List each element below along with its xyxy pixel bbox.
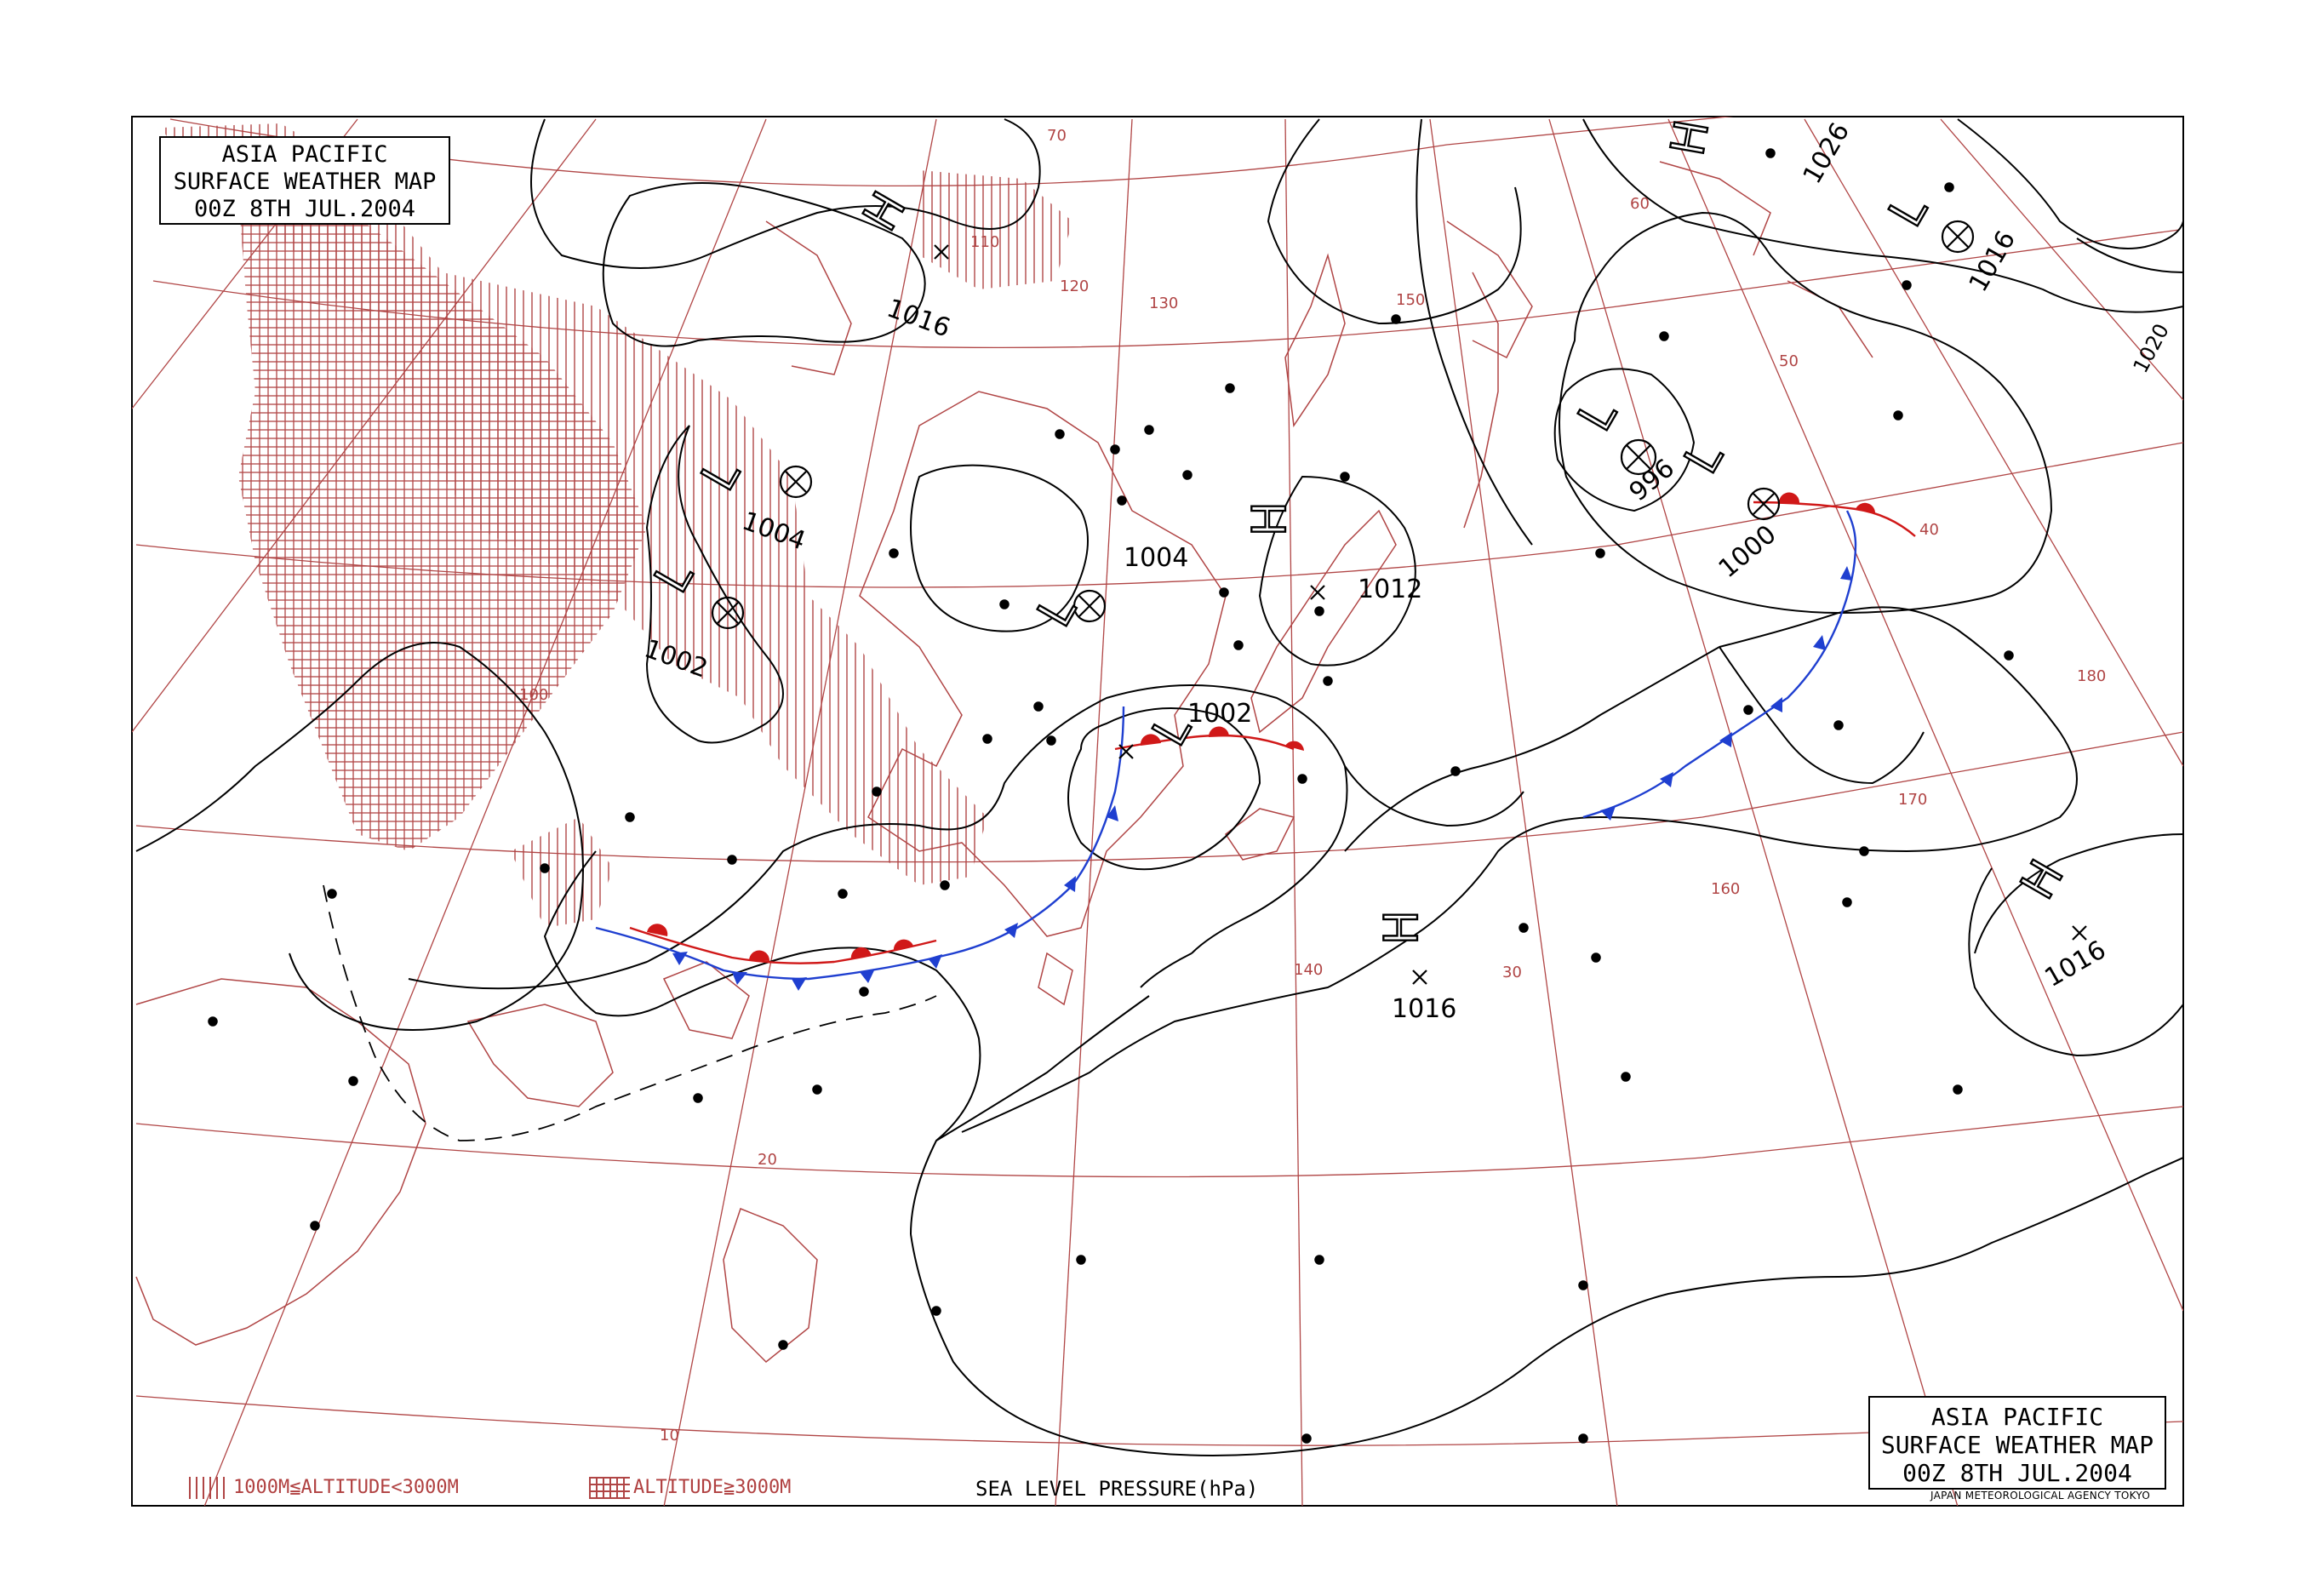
legend-terrain-low: 1000M≦ALTITUDE<3000M xyxy=(189,1477,459,1499)
lat-label: 50 xyxy=(1779,352,1799,370)
title-line-2: SURFACE WEATHER MAP xyxy=(173,168,437,195)
terrain-high-swatch xyxy=(589,1477,630,1499)
grid-labels: 70 60 50 40 30 20 10 100 110 120 130 140… xyxy=(519,127,2106,1444)
lat-label: 70 xyxy=(1047,127,1067,145)
high-pressure-marker: H xyxy=(1661,116,1719,159)
lat-label: 20 xyxy=(758,1151,777,1169)
legend-terrain-high: ALTITUDE≧3000M xyxy=(589,1477,791,1499)
pressure-value: 1002 xyxy=(1187,699,1252,729)
terrain-low-swatch xyxy=(189,1477,230,1499)
lat-label: 30 xyxy=(1502,964,1522,981)
lon-label: 170 xyxy=(1898,791,1927,809)
coastlines xyxy=(135,161,1873,1364)
lon-label: 120 xyxy=(1060,277,1089,295)
lon-label: 180 xyxy=(2077,667,2106,685)
isobars xyxy=(135,118,2183,1456)
title-line-3: 00Z 8TH JUL.2004 xyxy=(1902,1459,2132,1488)
agency-credit: JAPAN METEOROLOGICAL AGENCY TOKYO xyxy=(1930,1490,2151,1502)
legend-pressure-unit: SEA LEVEL PRESSURE(hPa) xyxy=(975,1477,1259,1501)
trough-line xyxy=(323,884,937,1141)
cold-front xyxy=(595,510,1857,991)
legend-terrain-low-label: 1000M≦ALTITUDE<3000M xyxy=(233,1477,459,1498)
lat-label: 40 xyxy=(1919,521,1939,539)
title-line-1: ASIA PACIFIC xyxy=(1930,1403,2104,1431)
center-markers xyxy=(711,220,2087,985)
lon-label: 140 xyxy=(1294,961,1323,979)
lon-label: 150 xyxy=(1396,291,1425,309)
map-title-box-bottom: ASIA PACIFIC SURFACE WEATHER MAP 00Z 8TH… xyxy=(1868,1396,2166,1490)
lon-label: 160 xyxy=(1711,880,1740,898)
lon-label: 100 xyxy=(519,686,548,704)
pressure-value: 1004 xyxy=(1124,543,1188,573)
title-line-2: SURFACE WEATHER MAP xyxy=(1880,1431,2154,1460)
high-pressure-marker: H xyxy=(1243,501,1296,536)
lon-label: 130 xyxy=(1149,295,1178,312)
title-line-3: 00Z 8TH JUL.2004 xyxy=(193,195,416,222)
map-title-box: ASIA PACIFIC SURFACE WEATHER MAP 00Z 8TH… xyxy=(159,136,450,225)
terrain-above-3000m xyxy=(238,196,647,851)
pressure-value: 1016 xyxy=(1392,994,1456,1024)
warm-front xyxy=(629,492,1916,964)
lon-label: 110 xyxy=(970,233,999,251)
high-pressure-marker: H xyxy=(1375,910,1428,945)
pressure-value: 1012 xyxy=(1358,575,1422,604)
lat-label: 60 xyxy=(1630,195,1650,213)
title-line-1: ASIA PACIFIC xyxy=(221,141,388,168)
station-plots xyxy=(208,148,2014,1444)
lat-label: 10 xyxy=(660,1427,679,1444)
legend-terrain-high-label: ALTITUDE≧3000M xyxy=(633,1477,792,1498)
